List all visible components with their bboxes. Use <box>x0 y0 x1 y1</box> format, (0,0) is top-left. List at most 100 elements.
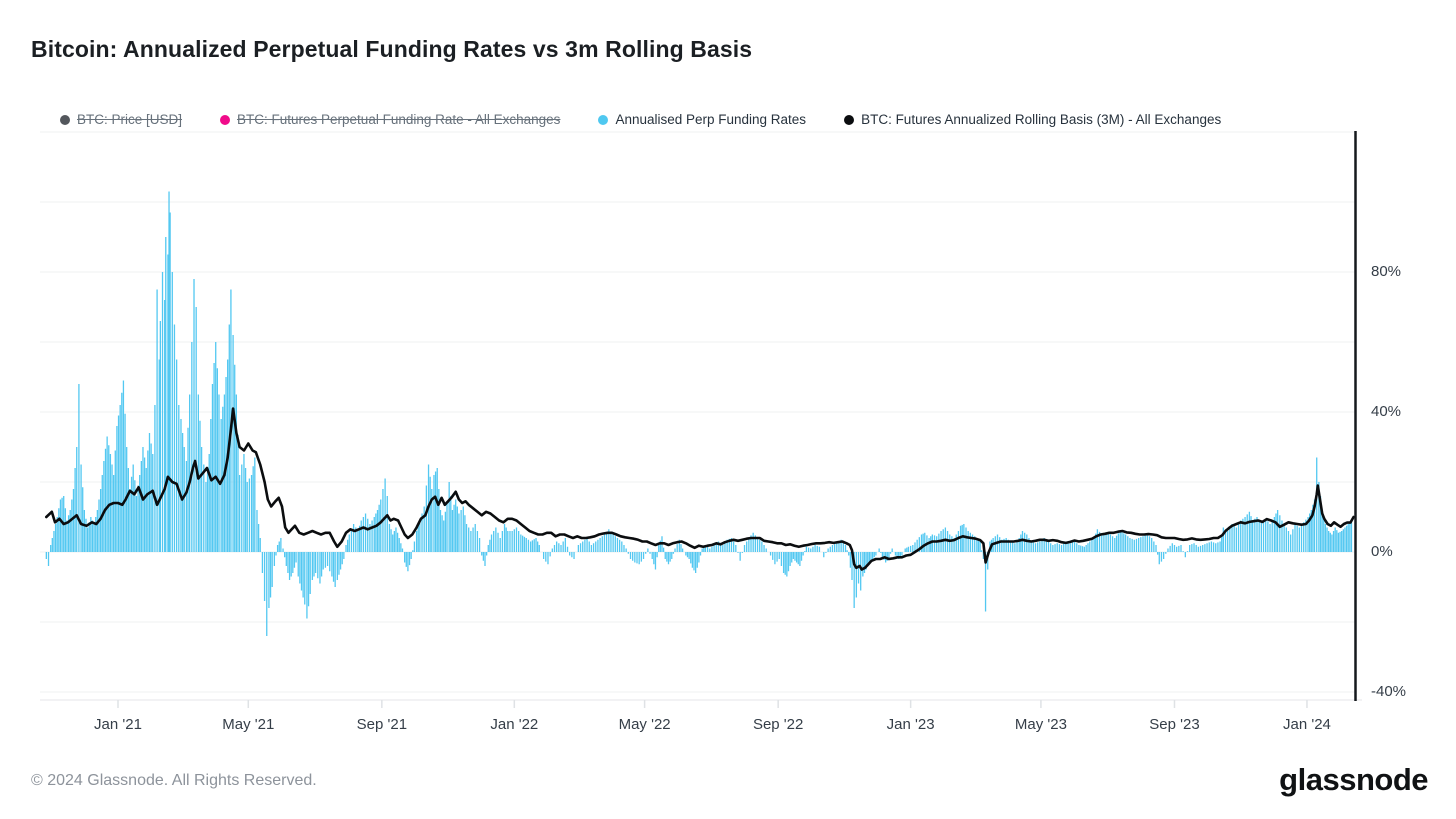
funding-rate-bar <box>1336 530 1338 553</box>
funding-rate-bar <box>818 546 821 552</box>
funding-rate-bar <box>1018 538 1020 552</box>
funding-rate-bar <box>920 534 923 552</box>
funding-rate-bar <box>562 541 564 552</box>
funding-rate-bar <box>1107 533 1109 553</box>
funding-rate-bar <box>733 541 735 552</box>
legend-dot-icon <box>844 114 855 125</box>
x-axis-label: May '22 <box>618 716 671 733</box>
funding-rate-bar <box>1229 527 1231 552</box>
funding-rate-bar <box>752 532 754 552</box>
funding-rate-bar <box>152 454 154 552</box>
legend-dot-icon <box>60 114 70 125</box>
legend-item-1[interactable]: BTC: Futures Perpetual Funding Rate - Al… <box>220 112 560 127</box>
funding-rate-bar <box>1191 544 1193 553</box>
rolling-basis-line <box>45 407 1355 571</box>
funding-rate-bar <box>525 538 527 552</box>
funding-rate-bar <box>1063 543 1065 552</box>
funding-rate-bar <box>1206 543 1208 552</box>
funding-rate-bar <box>358 525 361 552</box>
funding-rate-bar <box>306 552 308 619</box>
funding-rate-bar <box>636 552 638 564</box>
funding-rate-bar <box>203 464 205 552</box>
funding-rate-bar <box>1140 537 1142 553</box>
funding-rate-bar <box>485 552 488 556</box>
funding-rate-bar <box>868 552 871 563</box>
funding-rate-bar <box>1069 543 1071 552</box>
funding-rate-bar <box>412 550 414 552</box>
funding-rate-bar <box>894 552 897 556</box>
funding-rate-bar <box>961 524 963 553</box>
funding-rate-bar <box>53 531 55 552</box>
funding-rate-bar <box>470 531 472 552</box>
funding-rate-bar <box>933 535 936 553</box>
funding-rate-bar <box>169 212 171 552</box>
funding-rate-bar <box>865 552 867 570</box>
funding-rate-bar <box>1331 534 1333 552</box>
x-axis-label: Jan '22 <box>490 716 539 733</box>
funding-rate-bar <box>1307 517 1309 552</box>
funding-rate-bar <box>47 552 50 566</box>
funding-rate-bar <box>666 552 668 562</box>
funding-rate-bar <box>851 552 853 580</box>
funding-rate-bar <box>1227 531 1229 552</box>
legend-item-2[interactable]: Annualised Perp Funding Rates <box>598 112 806 127</box>
funding-rate-bar <box>671 552 673 559</box>
funding-rate-bar <box>158 359 160 552</box>
funding-rate-bar <box>855 552 857 598</box>
funding-rate-bar <box>542 552 545 559</box>
funding-rate-bar <box>304 552 306 605</box>
funding-rate-bar <box>1078 545 1080 552</box>
funding-rate-bar <box>1260 522 1262 552</box>
funding-rate-bar <box>870 552 872 561</box>
funding-rate-bar <box>1052 545 1054 552</box>
funding-rate-bar <box>1222 527 1224 552</box>
funding-rate-bar <box>386 496 388 552</box>
funding-rate-bar <box>1037 542 1039 553</box>
funding-rate-bar <box>165 237 167 552</box>
funding-rate-bar <box>495 527 497 552</box>
funding-rate-bar <box>1050 543 1052 552</box>
funding-rate-bar <box>676 544 678 553</box>
legend-item-3[interactable]: BTC: Futures Annualized Rolling Basis (3… <box>844 112 1221 127</box>
funding-rate-bar <box>1258 519 1260 553</box>
funding-rate-bar <box>93 524 95 552</box>
funding-rate-bar <box>529 541 532 552</box>
funding-rate-bar <box>96 510 99 552</box>
funding-rate-bar <box>685 552 687 556</box>
funding-rate-bar <box>1157 552 1159 555</box>
funding-rate-bar <box>78 384 80 552</box>
funding-rate-bar <box>953 538 955 552</box>
funding-rate-bar <box>336 552 338 580</box>
funding-rate-bar <box>51 538 53 552</box>
funding-rate-bar <box>730 538 733 552</box>
funding-rate-bar <box>792 552 795 559</box>
funding-rate-bar <box>404 552 406 563</box>
funding-rate-bar <box>1344 527 1346 552</box>
funding-rate-bar <box>1197 546 1200 552</box>
funding-rate-bar <box>501 531 504 552</box>
funding-rate-bar <box>1184 552 1186 558</box>
funding-rate-bar <box>320 552 323 577</box>
funding-rate-bar <box>1014 543 1016 552</box>
funding-rate-bar <box>58 508 60 552</box>
funding-rate-bar <box>924 532 926 552</box>
legend-item-label: BTC: Futures Perpetual Funding Rate - Al… <box>237 112 561 127</box>
funding-rate-bar <box>400 543 402 552</box>
funding-rate-bar <box>319 552 321 584</box>
x-axis-label: Sep '23 <box>1149 716 1200 733</box>
funding-rate-bar <box>72 489 75 552</box>
funding-rate-bar <box>918 537 920 553</box>
funding-rate-bar <box>888 552 890 559</box>
funding-rate-bar <box>338 552 340 575</box>
funding-rate-bar <box>393 531 395 552</box>
y-axis-label: 80% <box>1371 263 1402 280</box>
funding-rate-bar <box>220 419 222 552</box>
funding-rate-bar <box>317 552 319 579</box>
funding-rate-bar <box>1350 520 1353 552</box>
funding-rate-bar <box>161 272 164 552</box>
funding-rate-bar <box>741 552 743 553</box>
legend-item-0[interactable]: BTC: Price [USD] <box>60 112 182 127</box>
funding-rate-bar <box>114 450 116 552</box>
funding-rate-bar <box>458 513 460 552</box>
funding-rate-bar <box>369 524 371 552</box>
